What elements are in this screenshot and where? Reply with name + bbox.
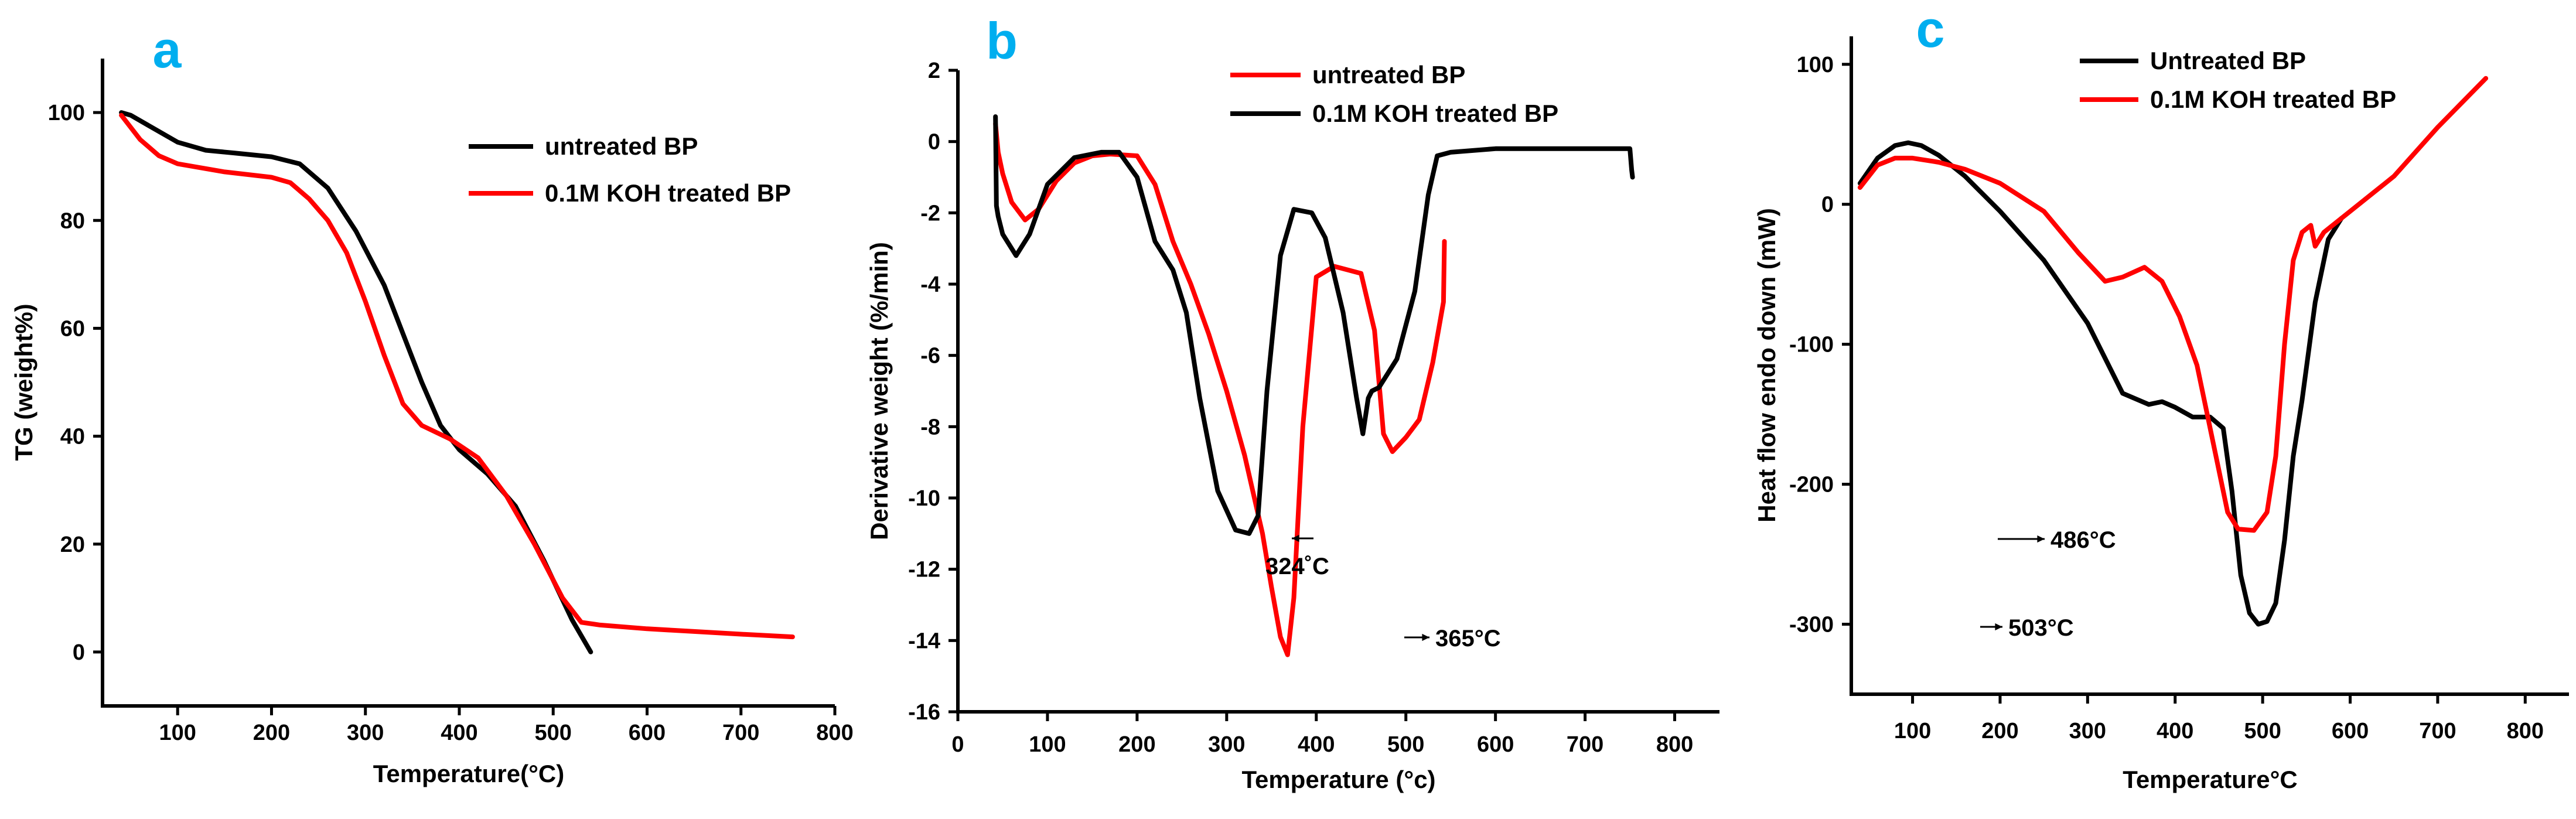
x-tick-label: 600 [2332, 719, 2369, 743]
x-tick-label: 400 [1298, 732, 1335, 757]
y-tick-label: -4 [920, 272, 940, 297]
chart-panel-b: 0 100 200 300 400 500 600 700 800 2 0 -2 -4 -6 -8 -10 -1… [855, 0, 1734, 819]
annotation-label: 365°C [1435, 626, 1501, 651]
panel-label: c [1916, 0, 1945, 58]
y-tick-label: 80 [60, 209, 85, 233]
legend-label: 0.1M KOH treated BP [1312, 100, 1558, 127]
legend-label: 0.1M KOH treated BP [2150, 86, 2396, 113]
y-tick-label: -2 [920, 201, 940, 226]
y-tick-label: -8 [920, 415, 940, 439]
y-tick-label: 40 [60, 425, 85, 449]
x-tick-label: 0 [951, 732, 964, 757]
series-line-2 [1857, 76, 2489, 533]
x-tick-label: 200 [1118, 732, 1155, 757]
y-tick-label: 0 [73, 640, 85, 665]
axis-frame [1850, 36, 2569, 696]
series-line-2 [119, 112, 795, 640]
series-line-1 [1857, 140, 2344, 627]
y-tick-label: -10 [908, 486, 940, 511]
y-tick-label: 100 [1797, 53, 1834, 77]
x-tick-label: 300 [1208, 732, 1245, 757]
annotation-arrowhead [2037, 535, 2045, 543]
chart-panel-a: 100 200 300 400 500 600 700 800 0 20 40 60 80 100 Temp… [0, 0, 855, 819]
annotation-arrowhead [1422, 633, 1429, 641]
x-tick-label: 400 [2157, 719, 2193, 743]
x-tick-label: 700 [1567, 732, 1603, 757]
x-tick-label: 800 [2507, 719, 2544, 743]
x-tick-label: 200 [253, 721, 290, 745]
y-tick-label: 60 [60, 316, 85, 341]
axis-frame [101, 59, 835, 708]
x-tick-label: 600 [629, 721, 666, 745]
x-tick-label: 100 [1029, 732, 1066, 757]
x-tick-label: 300 [2069, 719, 2106, 743]
series-line-2 [993, 114, 1635, 536]
chart-c-svg: 100 200 300 400 500 600 700 800 100 0 -100 -200 -300… [1753, 0, 2569, 793]
x-axis-title: Temperature (°c) [1241, 766, 1435, 793]
y-tick-label: 20 [60, 533, 85, 557]
annotation-arrowhead [1995, 623, 2002, 631]
x-tick-label: 800 [1656, 732, 1693, 757]
x-axis-title: Temperature°C [2123, 766, 2297, 793]
x-tick-label: 200 [1981, 719, 2018, 743]
y-axis-title: Derivative weight (%/min) [865, 242, 893, 540]
x-tick-label: 500 [535, 721, 572, 745]
x-tick-label: 500 [2244, 719, 2281, 743]
x-tick-label: 700 [2419, 719, 2456, 743]
legend-label: untreated BP [545, 132, 698, 160]
y-tick-label: -200 [1789, 473, 1834, 497]
y-tick-label: 2 [928, 59, 940, 83]
legend-label: Untreated BP [2150, 47, 2306, 74]
x-tick-label: 800 [816, 721, 853, 745]
y-tick-label: -12 [908, 558, 940, 582]
y-tick-label: -6 [920, 344, 940, 368]
panel-label: b [986, 12, 1018, 70]
series-line-1 [993, 121, 1447, 657]
x-tick-label: 400 [441, 721, 477, 745]
x-tick-label: 100 [159, 721, 196, 745]
x-tick-label: 500 [1387, 732, 1424, 757]
chart-b-svg: 0 100 200 300 400 500 600 700 800 2 0 -2 -4 -6 -8 -10 -1… [865, 12, 1719, 793]
x-axis-title: Temperature(°C) [373, 760, 564, 787]
annotation-label: 324˚C [1265, 554, 1329, 579]
y-tick-label: 0 [1821, 193, 1834, 217]
y-tick-label: 100 [48, 101, 85, 125]
legend-label: 0.1M KOH treated BP [545, 179, 791, 207]
chart-a-svg: 100 200 300 400 500 600 700 800 0 20 40 60 80 100 Temp… [10, 21, 854, 787]
annotation-label: 503°C [2008, 615, 2074, 641]
annotation-label: 486°C [2050, 527, 2116, 553]
legend-label: untreated BP [1312, 61, 1465, 88]
x-tick-label: 300 [347, 721, 384, 745]
y-tick-label: -14 [908, 629, 940, 653]
annotation-arrowhead [1292, 534, 1299, 542]
x-tick-label: 700 [722, 721, 759, 745]
x-tick-label: 600 [1477, 732, 1514, 757]
panel-label: a [153, 21, 182, 79]
y-tick-label: -100 [1789, 333, 1834, 357]
y-tick-label: 0 [928, 130, 940, 155]
x-tick-label: 100 [1894, 719, 1931, 743]
y-axis-title: TG (weight%) [10, 303, 37, 460]
y-axis-title: Heat flow endo down (mW) [1753, 208, 1780, 523]
chart-panel-c: 100 200 300 400 500 600 700 800 100 0 -100 -200 -300… [1734, 0, 2576, 819]
y-tick-label: -16 [908, 700, 940, 725]
y-tick-label: -300 [1789, 613, 1834, 637]
